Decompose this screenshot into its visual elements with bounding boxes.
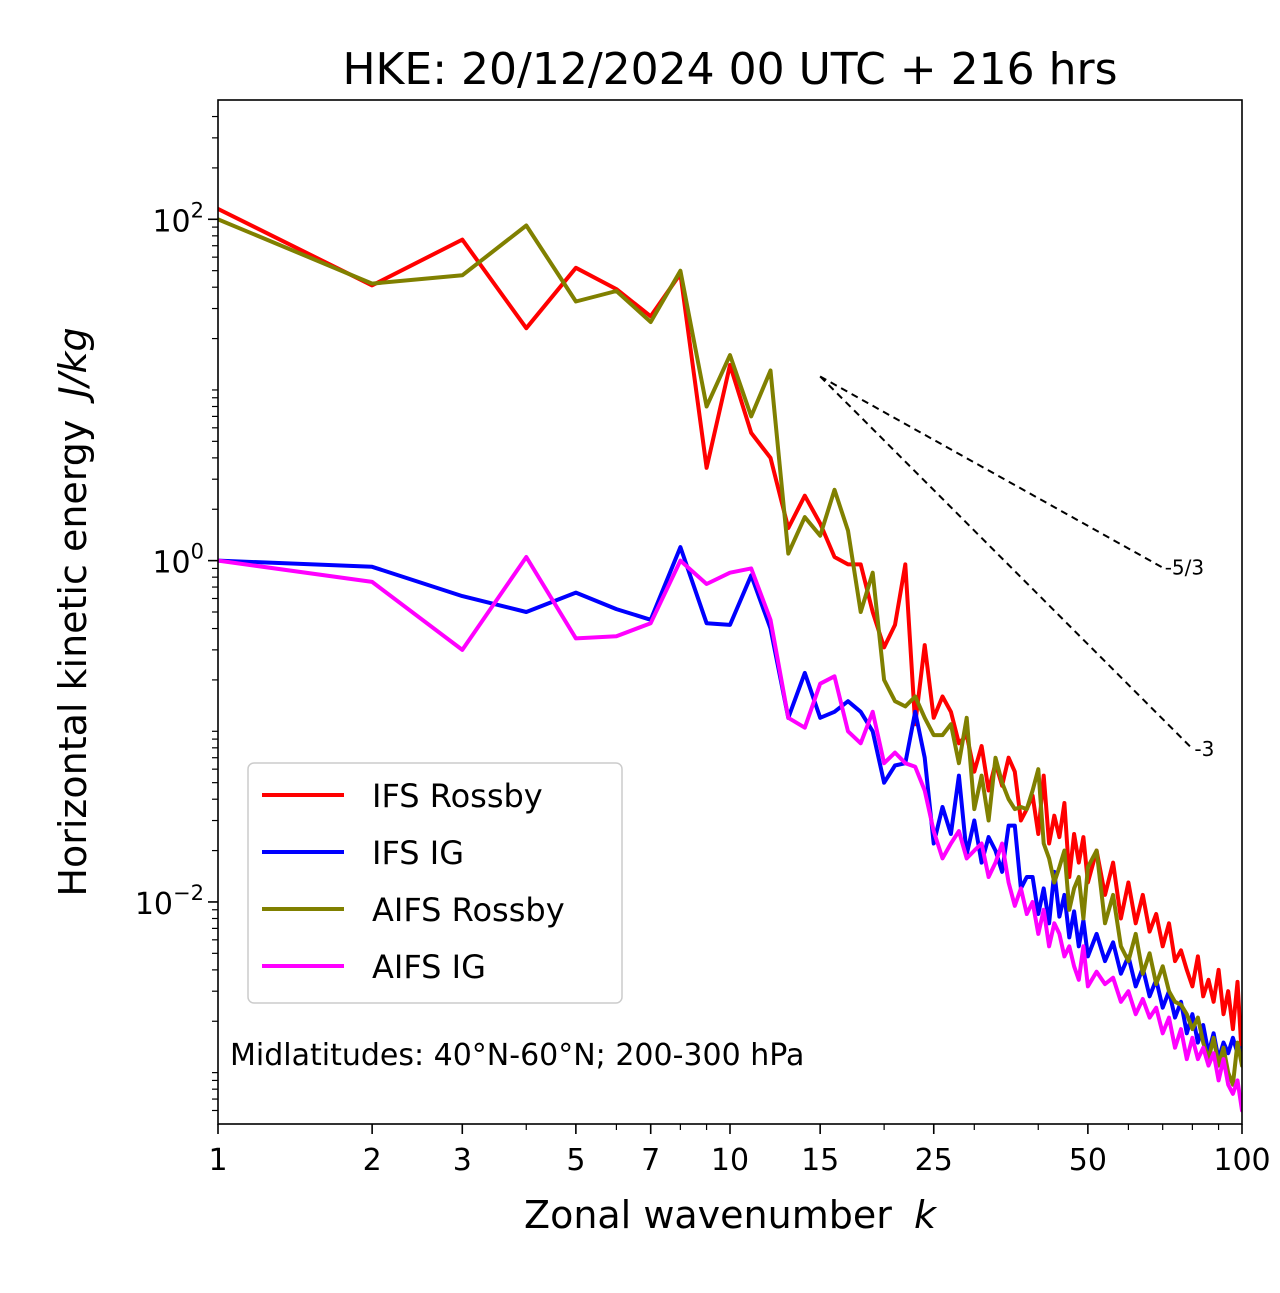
x-tick-label: 2: [363, 1143, 382, 1178]
region-annotation: Midlatitudes: 40°N-60°N; 200-300 hPa: [230, 1038, 804, 1073]
legend: IFS Rossby IFS IG AIFS Rossby AIFS IG: [247, 762, 623, 1004]
x-axis-label: Zonal wavenumber k: [524, 1193, 938, 1237]
reference-lines: -5/3 -3: [819, 375, 1214, 761]
x-tick-label: 1: [208, 1143, 227, 1178]
series-line-ifs-ig: [218, 545, 1242, 1062]
legend-label-aifs-ig: AIFS IG: [372, 948, 486, 986]
y-tick-exponent: −2: [173, 881, 204, 905]
y-tick-label: 102: [152, 198, 204, 239]
x-tick-label: 15: [801, 1143, 839, 1178]
y-tick-label: 10−2: [135, 881, 204, 922]
plot-frame: [217, 99, 1243, 1125]
x-tick-label: 7: [641, 1143, 660, 1178]
series-line-aifs-ig: [218, 555, 1242, 1113]
y-tick-label: 100: [152, 540, 204, 581]
x-axis-label-var: k: [914, 1193, 938, 1237]
reference-line-5-over-3: [819, 375, 1164, 569]
reference-line-label: -5/3: [1165, 556, 1204, 580]
x-tick-label: 25: [915, 1143, 953, 1178]
series-layer: [218, 206, 1242, 1113]
x-tick-label: 50: [1069, 1143, 1107, 1178]
y-tick-exponent: 0: [191, 540, 204, 564]
x-tick-label: 5: [566, 1143, 585, 1178]
x-tick-label: 3: [453, 1143, 472, 1178]
y-axis-label-unit: J/kg: [51, 327, 95, 404]
x-tick-label: 100: [1213, 1143, 1270, 1178]
y-tick-base: 10: [152, 546, 190, 581]
chart-title: HKE: 20/12/2024 00 UTC + 216 hrs: [342, 44, 1117, 95]
legend-label-ifs-ig: IFS IG: [372, 834, 464, 872]
reference-line-label: -3: [1194, 737, 1214, 761]
y-tick-exponent: 2: [191, 198, 204, 222]
y-tick-base: 10: [135, 887, 173, 922]
x-axis-label-text: Zonal wavenumber: [524, 1193, 892, 1237]
y-axis-label-text: Horizontal kinetic energy: [51, 420, 95, 897]
series-line-aifs-rossby: [218, 217, 1242, 1087]
legend-label-aifs-rossby: AIFS Rossby: [372, 891, 565, 929]
legend-label-ifs-rossby: IFS Rossby: [372, 777, 543, 815]
legend-box: [247, 762, 623, 1004]
y-tick-base: 10: [152, 204, 190, 239]
reference-line-3: [819, 375, 1194, 750]
x-tick-label: 10: [711, 1143, 749, 1178]
y-axis-label: Horizontal kinetic energy J/kg: [51, 327, 95, 896]
